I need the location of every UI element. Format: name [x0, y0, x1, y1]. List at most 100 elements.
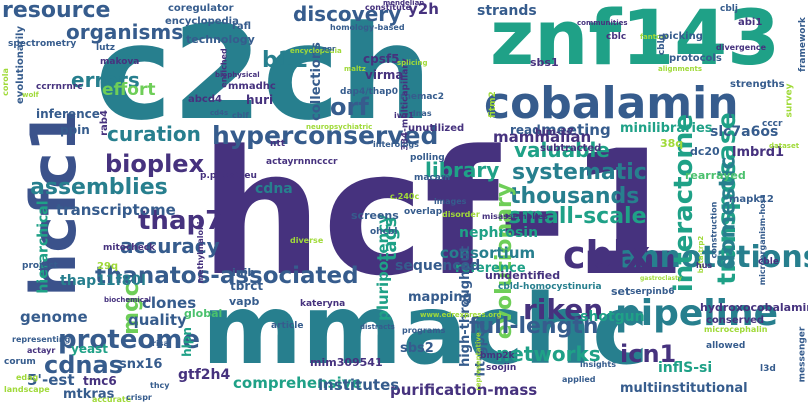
word-cobalamin: cobalamin	[484, 78, 739, 129]
word-representative: representative	[474, 332, 483, 391]
word-rafl: rafl	[232, 21, 252, 32]
word-dnas: dnas	[410, 109, 432, 118]
word-distracts: distracts	[360, 323, 395, 331]
word-project: project	[22, 261, 58, 271]
word-nnr: nnr	[322, 45, 336, 53]
word-framework: framework	[797, 17, 808, 72]
word-riken: riken	[523, 293, 604, 326]
word-high-throughput: high-throughput	[458, 245, 474, 368]
word-lutz: lutz	[96, 43, 116, 53]
word-meeting: meeting	[541, 121, 611, 139]
word-znf143: znf143	[490, 0, 781, 82]
word-inference: inference	[36, 107, 100, 121]
word-snx16: snx16	[119, 357, 163, 372]
word-discovery: discovery	[293, 2, 402, 26]
word-gtf2h4: gtf2h4	[178, 367, 231, 383]
word-article: article	[271, 321, 304, 331]
word-disorder: disorder	[442, 210, 480, 219]
word-risa: risa	[152, 339, 169, 348]
word-rhemac2: rhemac2	[400, 92, 444, 102]
word-valuable: valuable	[514, 138, 610, 162]
word-coregulator: coregulator	[168, 3, 234, 14]
word-rab4: rab4	[98, 110, 110, 136]
word-y2h: y2h	[408, 0, 439, 18]
word-hus: hus	[696, 261, 713, 270]
word-hcf-1: hcf-1	[200, 113, 688, 314]
word-tmc6: tmc6	[83, 374, 117, 388]
word-hierarchical: hierarchical	[35, 200, 52, 294]
word-networks: networks	[496, 342, 601, 366]
word-pipeline: pipeline	[615, 293, 779, 334]
word-edag: edag	[16, 373, 39, 382]
word-cdnas: cdnas	[44, 351, 123, 379]
word-inib: inib	[232, 266, 256, 279]
word-curation: curation	[107, 122, 201, 146]
word-29q: 29q	[97, 261, 119, 272]
word-unutilized: unutilized	[408, 123, 465, 134]
word-landscape: landscape	[4, 385, 50, 394]
word-unidentified: unidentified	[485, 269, 561, 282]
word-sbs1: sbs1	[530, 56, 559, 69]
word-cblf: cblf	[232, 111, 249, 120]
word-orf: orf	[330, 93, 369, 121]
word-reference: reference	[455, 261, 526, 276]
word-mendelian: mendelian	[383, 0, 425, 7]
word-resource: resource	[2, 0, 111, 23]
word-b12: b12	[262, 48, 309, 73]
word-inflS-si: inflS-si	[658, 360, 713, 376]
word-soojin: soojin	[486, 363, 517, 373]
word-splicing: splicing	[397, 59, 428, 67]
word-images: images	[434, 197, 467, 206]
word-actayrnnncccr: actayrnnncccr	[266, 157, 338, 167]
word-iwr1: iwr1	[394, 111, 414, 120]
word-virma: virma	[365, 68, 404, 82]
word-dap4/thap0: dap4/thap0	[340, 87, 398, 97]
word-wolf: wolf	[22, 91, 39, 99]
word-icn1: icn1	[620, 340, 677, 368]
word-alignments: alignments	[658, 65, 703, 73]
word-maltz: maltz	[344, 65, 366, 73]
word-strands: strands	[477, 3, 537, 19]
word-small-scale: small-scale	[508, 204, 647, 229]
word-bmp2k: bmp2k	[480, 351, 515, 361]
word-fitm2: fitm2	[487, 91, 498, 118]
word-shotgun: shotgun	[580, 309, 645, 325]
word-full-length: full-length	[469, 314, 599, 339]
word-p.phe80leu: p.phe80leu	[200, 171, 257, 181]
word-diverse: diverse	[290, 236, 324, 245]
word-bioplex: bioplex	[105, 150, 205, 178]
word-fantom: fantom	[640, 33, 669, 41]
word-construction: construction	[709, 201, 719, 259]
word-slc7a6os: slc7a6os	[710, 124, 779, 140]
word-organisms: organisms	[66, 20, 184, 44]
word-microorganism-host: microorganism-host	[758, 194, 768, 286]
word-mmadhc: mmadhc	[228, 81, 276, 92]
word-dataset: dataset	[769, 142, 800, 150]
word-c.240c: c.240c	[390, 192, 420, 201]
word-tbrct: tbrct	[230, 279, 264, 293]
word-encyclopedia-2: encyclopedia	[290, 47, 342, 55]
word-mapk12: mapk12	[729, 194, 774, 205]
word-accuracy: accuracy	[120, 234, 220, 258]
word-cblg: cblg	[657, 33, 668, 56]
word-cble: cble	[758, 257, 779, 267]
word-polling: polling	[410, 153, 445, 163]
word-mapping: mapping	[408, 290, 472, 305]
word-cbld-homocystinuria: cbld-homocystinuria	[498, 282, 602, 292]
word-systematic: systematic	[512, 160, 647, 185]
word-hyperconserved: hyperconserved	[212, 121, 439, 150]
word-cpsf5: cpsf5	[363, 52, 400, 66]
word-comprehensive: comprehensive	[233, 374, 362, 392]
word-insights: insights	[580, 360, 616, 369]
word-thousands: thousands	[510, 184, 640, 209]
word-neuropsychiatric: neuropsychiatric	[306, 123, 373, 131]
word-enriched: enriched	[219, 48, 229, 88]
word-c2ch: c2ch	[95, 0, 433, 149]
word-picking: picking	[662, 31, 703, 42]
word-global: global	[184, 307, 223, 320]
word-homology-based: homology-based	[330, 23, 405, 32]
word-mtkras: mtkras	[63, 387, 115, 402]
word-mammalian: mammalian	[493, 128, 592, 146]
word-conserved: conserved	[706, 315, 765, 326]
word-set: set	[611, 285, 631, 298]
